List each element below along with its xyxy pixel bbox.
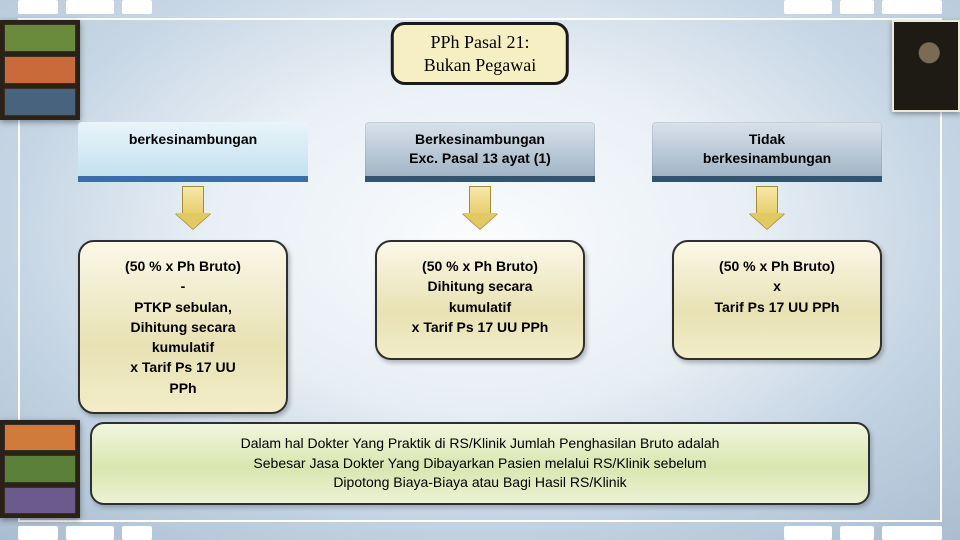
arrow-down-icon [182,186,204,214]
decor-bar-top-right [784,0,942,14]
arrow-row [78,186,882,214]
formula-row: (50 % x Ph Bruto) - PTKP sebulan, Dihitu… [78,240,882,414]
decor-bar-top-left [18,0,152,14]
decor-bar-bottom-left [18,526,152,540]
title-line2: Bukan Pegawai [424,54,536,77]
slide-canvas: PPh Pasal 21: Bukan Pegawai berkesinambu… [0,0,960,540]
title-line1: PPh Pasal 21: [424,31,536,54]
header-row: berkesinambungan Berkesinambungan Exc. P… [78,122,882,182]
header-1: berkesinambungan [78,122,308,182]
header-2: Berkesinambungan Exc. Pasal 13 ayat (1) [365,122,595,182]
slide-title: PPh Pasal 21: Bukan Pegawai [391,22,569,85]
formula-2: (50 % x Ph Bruto) Dihitung secara kumula… [375,240,585,360]
arrow-down-icon [469,186,491,214]
header-3: Tidak berkesinambungan [652,122,882,182]
decor-bar-bottom-right [784,526,942,540]
footer-note: Dalam hal Dokter Yang Praktik di RS/Klin… [90,422,870,505]
arrow-down-icon [756,186,778,214]
filmstrip-bottom [0,420,80,518]
formula-1: (50 % x Ph Bruto) - PTKP sebulan, Dihitu… [78,240,288,414]
filmstrip-top [0,20,80,120]
photo-top-right [892,20,960,112]
formula-3: (50 % x Ph Bruto) x Tarif Ps 17 UU PPh [672,240,882,360]
